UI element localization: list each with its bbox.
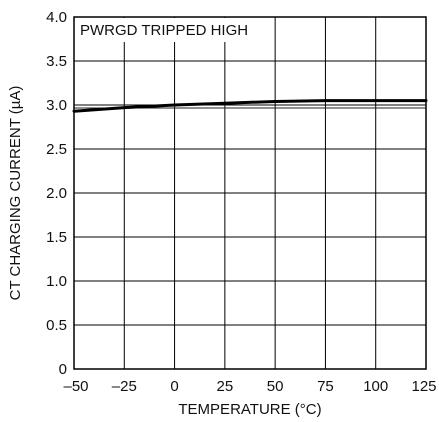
- y-tick-label: 4.0: [46, 9, 67, 26]
- grid: [74, 17, 426, 369]
- annotation: PWRGD TRIPPED HIGH: [80, 22, 248, 39]
- series-line: [74, 101, 426, 112]
- y-tick-label: 0: [59, 361, 67, 378]
- x-tick-label: 50: [267, 378, 284, 395]
- x-axis-title: TEMPERATURE (°C): [178, 401, 321, 418]
- y-tick-labels: 0 0.5 1.0 1.5 2.0 2.5 3.0 3.5 4.0: [46, 9, 67, 378]
- y-tick-label: 1.0: [46, 273, 67, 290]
- y-tick-label: 0.5: [46, 317, 67, 334]
- x-tick-label: 125: [411, 378, 436, 395]
- y-tick-label: 3.5: [46, 53, 67, 70]
- x-tick-label: 75: [317, 378, 334, 395]
- y-tick-label: 2.5: [46, 141, 67, 158]
- y-tick-label: 1.5: [46, 229, 67, 246]
- x-tick-label: –50: [63, 378, 88, 395]
- y-axis-title: CT CHARGING CURRENT (µA): [7, 86, 24, 301]
- x-tick-labels: –50 –25 0 25 50 75 100 125: [63, 378, 436, 395]
- x-tick-label: 25: [217, 378, 234, 395]
- x-tick-label: 0: [170, 378, 178, 395]
- y-tick-label: 2.0: [46, 185, 67, 202]
- x-tick-label: –25: [112, 378, 137, 395]
- y-tick-label: 3.0: [46, 97, 67, 114]
- x-tick-label: 100: [363, 378, 388, 395]
